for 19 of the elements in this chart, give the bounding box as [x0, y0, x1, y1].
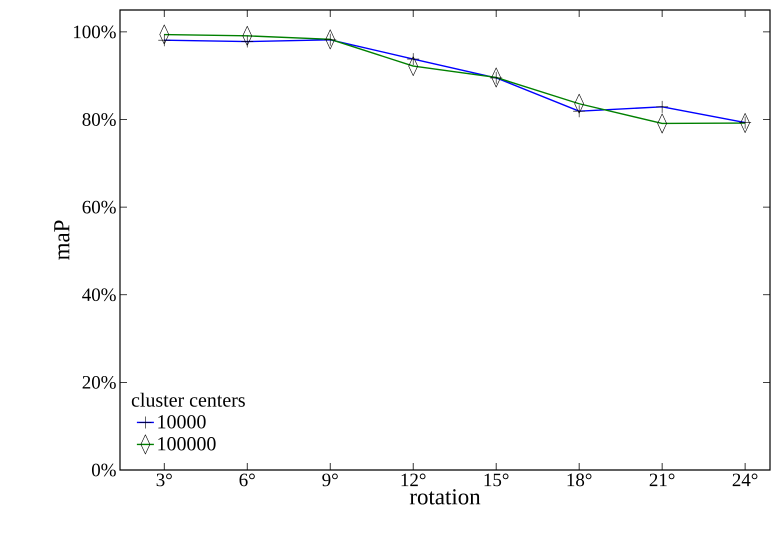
- legend-label: 10000: [158, 415, 206, 429]
- x-tick-label: 12°: [402, 474, 426, 486]
- x-tick-label: 9°: [322, 474, 338, 486]
- x-tick-label: 15°: [484, 474, 508, 486]
- y-tick-label: 80%: [82, 113, 116, 126]
- x-axis-title: rotation: [410, 489, 480, 505]
- x-tick-label: 18°: [568, 474, 592, 486]
- y-tick-label: 0%: [92, 464, 116, 476]
- x-tick-label: 24°: [732, 474, 758, 486]
- x-tick-label: 6°: [240, 474, 255, 486]
- x-tick-label: 21°: [650, 474, 674, 486]
- legend-label: 100000: [158, 437, 216, 450]
- x-tick-label: 3°: [156, 474, 172, 486]
- y-tick-label: 40%: [82, 288, 116, 302]
- y-tick-label: 60%: [82, 200, 116, 214]
- y-axis-title: maP: [54, 220, 70, 260]
- legend-title: cluster centers: [132, 392, 245, 407]
- y-tick-label: 100%: [74, 25, 116, 38]
- y-tick-label: 20%: [82, 376, 116, 389]
